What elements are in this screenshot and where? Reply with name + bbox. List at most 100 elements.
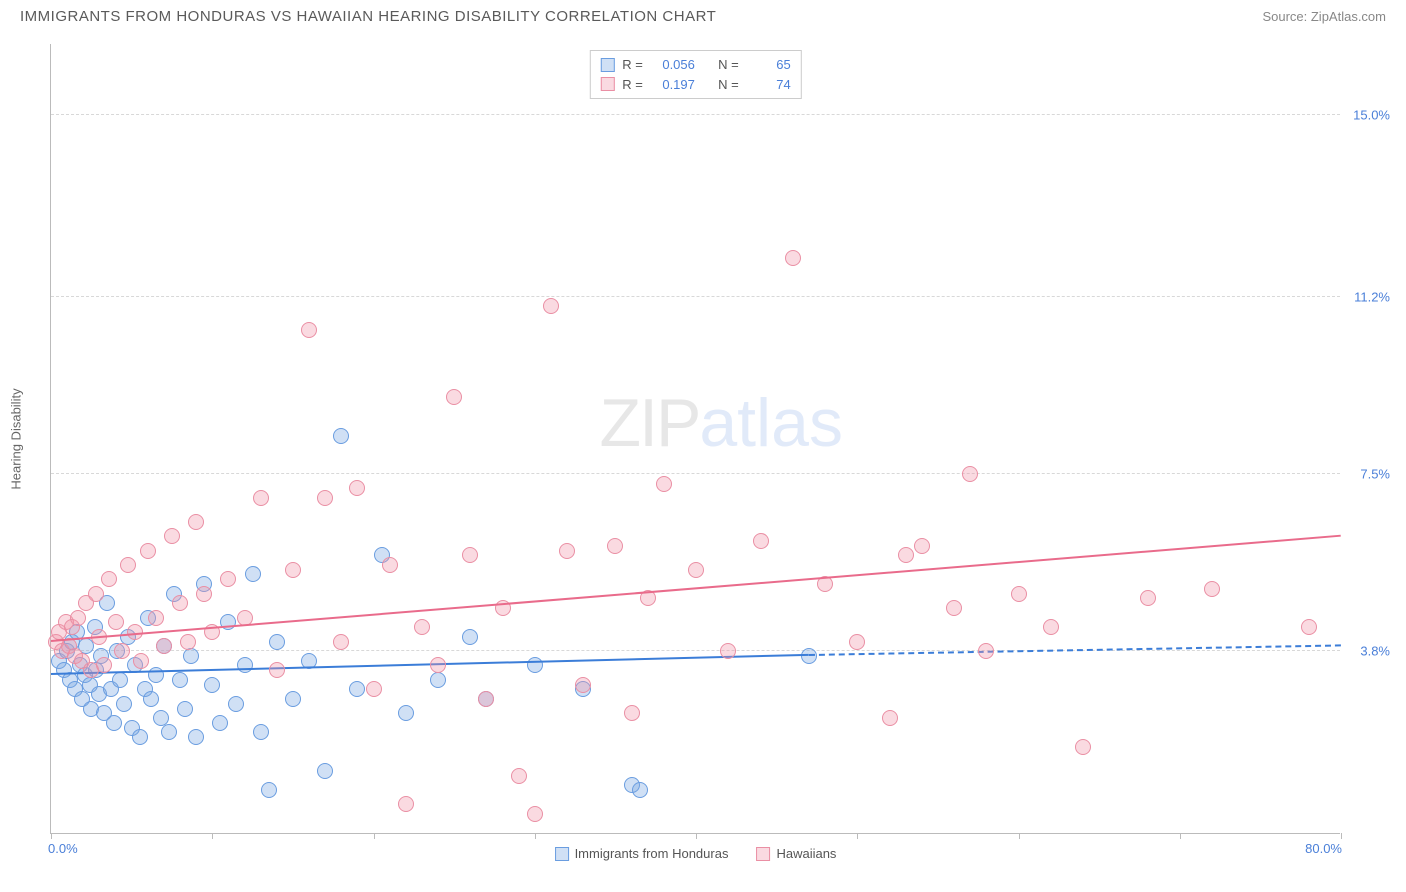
- scatter-plot: ZIPatlas R =0.056 N =65R =0.197 N =74 Im…: [50, 44, 1340, 834]
- scatter-point: [245, 566, 261, 582]
- scatter-point: [962, 466, 978, 482]
- legend-stats: R =0.056 N =65R =0.197 N =74: [589, 50, 801, 99]
- scatter-point: [253, 490, 269, 506]
- legend-series-label: Hawaiians: [776, 846, 836, 861]
- gridline: [51, 473, 1340, 474]
- legend-series-item: Immigrants from Honduras: [555, 846, 729, 861]
- scatter-point: [527, 806, 543, 822]
- chart-source: Source: ZipAtlas.com: [1262, 9, 1386, 24]
- scatter-point: [132, 729, 148, 745]
- scatter-point: [237, 657, 253, 673]
- scatter-point: [133, 653, 149, 669]
- scatter-point: [656, 476, 672, 492]
- scatter-point: [607, 538, 623, 554]
- scatter-point: [511, 768, 527, 784]
- scatter-point: [212, 715, 228, 731]
- gridline: [51, 296, 1340, 297]
- legend-n-value: 74: [747, 75, 791, 95]
- scatter-point: [688, 562, 704, 578]
- scatter-point: [1075, 739, 1091, 755]
- source-prefix: Source:: [1262, 9, 1310, 24]
- gridline: [51, 650, 1340, 651]
- scatter-point: [188, 729, 204, 745]
- scatter-point: [1301, 619, 1317, 635]
- scatter-point: [624, 705, 640, 721]
- scatter-point: [398, 705, 414, 721]
- trend-line: [51, 534, 1341, 641]
- scatter-point: [720, 643, 736, 659]
- legend-stat-row: R =0.197 N =74: [600, 75, 790, 95]
- x-tick: [696, 833, 697, 839]
- legend-r-value: 0.197: [651, 75, 695, 95]
- x-axis-max-label: 80.0%: [1305, 841, 1342, 856]
- scatter-point: [204, 677, 220, 693]
- y-tick-label: 15.0%: [1353, 107, 1390, 122]
- scatter-point: [317, 763, 333, 779]
- scatter-point: [177, 701, 193, 717]
- scatter-point: [349, 681, 365, 697]
- legend-series: Immigrants from Honduras Hawaiians: [555, 846, 837, 861]
- x-tick: [1341, 833, 1342, 839]
- scatter-point: [253, 724, 269, 740]
- scatter-point: [333, 428, 349, 444]
- scatter-point: [156, 638, 172, 654]
- x-tick: [374, 833, 375, 839]
- scatter-point: [88, 586, 104, 602]
- scatter-point: [196, 586, 212, 602]
- legend-series-item: Hawaiians: [756, 846, 836, 861]
- scatter-point: [414, 619, 430, 635]
- scatter-point: [1140, 590, 1156, 606]
- scatter-point: [785, 250, 801, 266]
- y-tick-label: 7.5%: [1360, 466, 1390, 481]
- legend-swatch: [600, 77, 614, 91]
- y-tick-label: 3.8%: [1360, 644, 1390, 659]
- scatter-point: [112, 672, 128, 688]
- scatter-point: [333, 634, 349, 650]
- scatter-point: [143, 691, 159, 707]
- watermark: ZIPatlas: [600, 384, 843, 462]
- gridline: [51, 114, 1340, 115]
- scatter-point: [301, 322, 317, 338]
- scatter-point: [462, 629, 478, 645]
- x-tick: [51, 833, 52, 839]
- scatter-point: [1043, 619, 1059, 635]
- scatter-point: [478, 691, 494, 707]
- scatter-point: [188, 514, 204, 530]
- legend-swatch: [555, 847, 569, 861]
- scatter-point: [101, 571, 117, 587]
- scatter-point: [120, 557, 136, 573]
- source-name: ZipAtlas.com: [1311, 9, 1386, 24]
- scatter-point: [96, 657, 112, 673]
- legend-series-label: Immigrants from Honduras: [575, 846, 729, 861]
- scatter-point: [285, 562, 301, 578]
- scatter-point: [349, 480, 365, 496]
- scatter-point: [183, 648, 199, 664]
- scatter-point: [753, 533, 769, 549]
- scatter-point: [849, 634, 865, 650]
- scatter-point: [220, 571, 236, 587]
- scatter-point: [898, 547, 914, 563]
- scatter-point: [228, 696, 244, 712]
- scatter-point: [269, 634, 285, 650]
- x-tick: [857, 833, 858, 839]
- scatter-point: [575, 677, 591, 693]
- scatter-point: [382, 557, 398, 573]
- legend-stat-row: R =0.056 N =65: [600, 55, 790, 75]
- watermark-zip: ZIP: [600, 385, 700, 461]
- x-axis-min-label: 0.0%: [48, 841, 78, 856]
- scatter-point: [180, 634, 196, 650]
- scatter-point: [1011, 586, 1027, 602]
- scatter-point: [148, 610, 164, 626]
- scatter-point: [114, 643, 130, 659]
- scatter-point: [164, 528, 180, 544]
- watermark-atlas: atlas: [699, 385, 843, 461]
- legend-n-label: N =: [718, 55, 739, 75]
- scatter-point: [543, 298, 559, 314]
- scatter-point: [882, 710, 898, 726]
- scatter-point: [978, 643, 994, 659]
- y-axis-label: Hearing Disability: [9, 388, 24, 489]
- scatter-point: [116, 696, 132, 712]
- scatter-point: [70, 610, 86, 626]
- x-tick: [1180, 833, 1181, 839]
- legend-swatch: [600, 58, 614, 72]
